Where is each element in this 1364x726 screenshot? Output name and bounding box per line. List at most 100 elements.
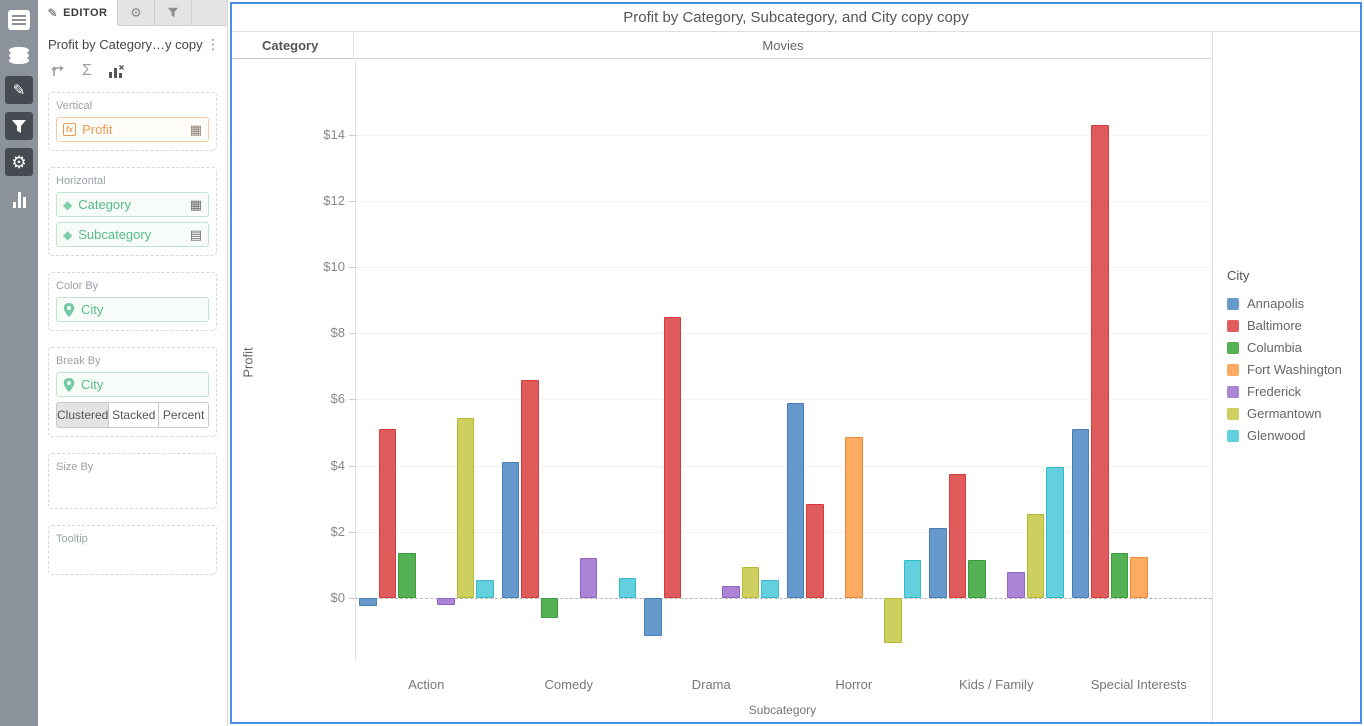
field-pill-category[interactable]: ◆ Category ▦ bbox=[56, 192, 209, 217]
legend-item-glenwood[interactable]: Glenwood bbox=[1227, 425, 1360, 447]
chart-widget[interactable]: Profit by Category, Subcategory, and Cit… bbox=[230, 2, 1362, 724]
bar-kids-family-glenwood[interactable] bbox=[1046, 467, 1064, 598]
bar-comedy-baltimore[interactable] bbox=[521, 379, 539, 598]
bar-horror-germantown[interactable] bbox=[884, 598, 902, 643]
bar-comedy-frederick[interactable] bbox=[579, 558, 597, 598]
sigma-icon[interactable]: Σ bbox=[82, 62, 92, 79]
legend-item-fort-washington[interactable]: Fort Washington bbox=[1227, 359, 1360, 381]
chart-area: Category Movies Profit $0 $2 $4 $6 $8 $10 $12 $… bbox=[232, 32, 1212, 722]
table-pivot-icon[interactable]: ▤ bbox=[189, 227, 202, 242]
database-icon bbox=[9, 47, 29, 65]
legend-item-columbia[interactable]: Columbia bbox=[1227, 337, 1360, 359]
bar-kids-family-baltimore[interactable] bbox=[948, 473, 966, 598]
legend-item-frederick[interactable]: Frederick bbox=[1227, 381, 1360, 403]
edit-button[interactable]: ✎ bbox=[5, 76, 33, 104]
bar-special-interests-baltimore[interactable] bbox=[1091, 124, 1109, 598]
bar-drama-annapolis[interactable] bbox=[644, 598, 662, 637]
bar-kids-family-columbia[interactable] bbox=[968, 559, 986, 598]
break-mode-stacked[interactable]: Stacked bbox=[109, 402, 160, 428]
y-axis-line bbox=[355, 61, 356, 661]
legend-panel: City Annapolis Baltimore Columbia Fort Wash… bbox=[1212, 32, 1360, 722]
report-list-button[interactable] bbox=[5, 6, 33, 34]
section-color-by: Color By City bbox=[48, 272, 217, 331]
bar-kids-family-frederick[interactable] bbox=[1007, 571, 1025, 598]
bar-action-annapolis[interactable] bbox=[359, 598, 377, 607]
legend-item-germantown[interactable]: Germantown bbox=[1227, 403, 1360, 425]
x-axis-category-label: Action bbox=[408, 677, 445, 692]
bar-comedy-columbia[interactable] bbox=[540, 598, 558, 618]
bar-kids-family-germantown[interactable] bbox=[1026, 513, 1044, 598]
bar-action-germantown[interactable] bbox=[456, 417, 474, 598]
bar-comedy-annapolis[interactable] bbox=[501, 462, 519, 598]
break-mode-clustered[interactable]: Clustered bbox=[56, 402, 110, 428]
filters-button[interactable] bbox=[5, 112, 33, 140]
tab-editor[interactable]: ✎ EDITOR bbox=[38, 0, 118, 26]
field-pill-label: Subcategory bbox=[78, 227, 152, 242]
field-pill-subcategory[interactable]: ◆ Subcategory ▤ bbox=[56, 222, 209, 247]
legend-label: Fort Washington bbox=[1247, 362, 1342, 377]
y-axis-tick bbox=[349, 267, 356, 268]
break-mode-percent[interactable]: Percent bbox=[159, 402, 210, 428]
bar-horror-fort-washington[interactable] bbox=[845, 437, 863, 598]
bar-action-baltimore[interactable] bbox=[378, 429, 396, 598]
pivot-axes-icon[interactable] bbox=[50, 63, 66, 79]
field-pill-profit[interactable]: fx Profit ▦ bbox=[56, 117, 209, 142]
y-axis-tick bbox=[349, 465, 356, 467]
y-axis-tick bbox=[349, 531, 356, 533]
bar-horror-annapolis[interactable] bbox=[786, 402, 804, 598]
bar-action-columbia[interactable] bbox=[398, 553, 416, 598]
trellis-header-category: Category bbox=[232, 32, 353, 59]
tab-filters[interactable] bbox=[155, 0, 192, 26]
field-pill-city-break[interactable]: City bbox=[56, 372, 209, 397]
bar-action-glenwood[interactable] bbox=[476, 579, 494, 598]
legend-item-annapolis[interactable]: Annapolis bbox=[1227, 293, 1360, 315]
data-sources-button[interactable] bbox=[5, 42, 33, 70]
section-label: Horizontal bbox=[56, 175, 106, 187]
section-tooltip[interactable]: Tooltip bbox=[48, 525, 217, 575]
field-pill-city-color[interactable]: City bbox=[56, 297, 209, 322]
bar-drama-glenwood[interactable] bbox=[761, 579, 779, 598]
bar-chart-icon bbox=[12, 192, 26, 208]
section-label: Tooltip bbox=[56, 533, 88, 545]
funnel-icon bbox=[167, 6, 179, 21]
x-axis-category-label: Drama bbox=[691, 677, 731, 692]
bar-action-frederick[interactable] bbox=[437, 598, 455, 605]
legend-label: Columbia bbox=[1247, 340, 1302, 355]
bar-horror-glenwood[interactable] bbox=[903, 559, 921, 598]
list-icon bbox=[8, 10, 30, 30]
section-size-by[interactable]: Size By bbox=[48, 453, 217, 509]
y-axis-label: $0 bbox=[330, 590, 345, 605]
bar-special-interests-columbia[interactable] bbox=[1110, 553, 1128, 598]
bar-kids-family-annapolis[interactable] bbox=[929, 528, 947, 598]
y-axis-tick bbox=[349, 399, 356, 401]
y-axis-tick bbox=[349, 134, 356, 136]
pencil-icon: ✎ bbox=[12, 82, 26, 99]
bar-drama-germantown[interactable] bbox=[741, 566, 759, 598]
bar-special-interests-fort-washington[interactable] bbox=[1130, 556, 1148, 598]
y-axis-label: $14 bbox=[323, 126, 345, 142]
legend-item-baltimore[interactable]: Baltimore bbox=[1227, 315, 1360, 337]
chart-type-button[interactable] bbox=[5, 186, 33, 214]
tab-editor-label: EDITOR bbox=[63, 6, 108, 19]
table-icon[interactable]: ▦ bbox=[189, 122, 202, 137]
bar-drama-frederick[interactable] bbox=[722, 586, 740, 598]
gridline bbox=[355, 267, 1210, 268]
x-axis-category-label: Kids / Family bbox=[959, 677, 1034, 692]
kebab-menu-icon[interactable]: ⋮ bbox=[206, 35, 220, 52]
bar-special-interests-annapolis[interactable] bbox=[1071, 429, 1089, 598]
attribute-diamond-icon: ◆ bbox=[63, 227, 73, 242]
gridline bbox=[355, 465, 1210, 467]
x-axis-title: Subcategory bbox=[748, 703, 817, 717]
chart-values-icon[interactable] bbox=[108, 64, 125, 79]
bar-horror-baltimore[interactable] bbox=[806, 503, 824, 598]
tab-settings[interactable]: ⚙ bbox=[118, 0, 155, 26]
gridline bbox=[355, 531, 1210, 533]
table-icon[interactable]: ▦ bbox=[189, 197, 202, 212]
bar-comedy-glenwood[interactable] bbox=[618, 578, 636, 598]
y-axis-tick bbox=[349, 598, 356, 599]
section-label: Vertical bbox=[56, 100, 93, 112]
settings-button[interactable]: ⚙ bbox=[5, 148, 33, 176]
bar-drama-baltimore[interactable] bbox=[663, 316, 681, 598]
y-axis-title: Profit bbox=[240, 347, 256, 378]
y-axis-label: $10 bbox=[323, 259, 345, 274]
